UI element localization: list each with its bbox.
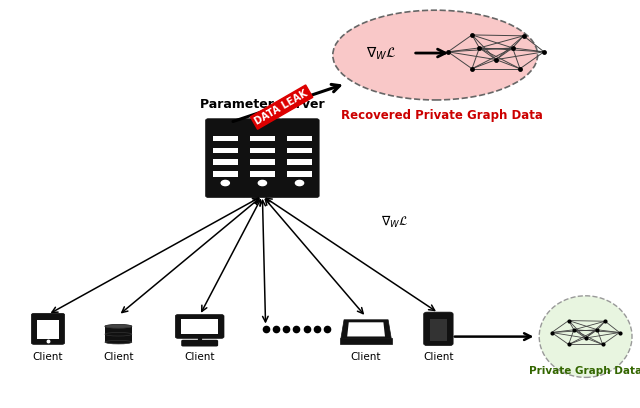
FancyBboxPatch shape [250,136,275,142]
Text: $\nabla_W\mathcal{L}$: $\nabla_W\mathcal{L}$ [365,44,396,62]
Ellipse shape [333,10,538,100]
Text: DATA LEAK: DATA LEAK [253,88,310,126]
FancyBboxPatch shape [36,320,60,339]
FancyBboxPatch shape [213,159,237,165]
FancyBboxPatch shape [340,338,392,344]
Ellipse shape [105,333,132,336]
Ellipse shape [105,340,132,344]
Circle shape [296,180,303,186]
FancyBboxPatch shape [287,136,312,142]
Text: Client: Client [423,352,454,362]
FancyBboxPatch shape [213,148,237,153]
Text: Client: Client [351,352,381,362]
Polygon shape [341,320,391,339]
Text: Client: Client [33,352,63,362]
Text: Client: Client [103,352,134,362]
FancyBboxPatch shape [287,171,312,177]
Polygon shape [347,322,385,337]
Circle shape [221,180,229,186]
FancyBboxPatch shape [287,159,312,165]
FancyBboxPatch shape [213,171,237,177]
Polygon shape [105,334,132,342]
Text: Parameter Server: Parameter Server [200,98,324,111]
Text: Private Graph Data: Private Graph Data [529,366,640,376]
FancyBboxPatch shape [175,315,224,338]
FancyBboxPatch shape [181,319,218,334]
Polygon shape [105,326,132,334]
FancyBboxPatch shape [250,148,275,153]
FancyBboxPatch shape [250,171,275,177]
FancyBboxPatch shape [250,159,275,165]
FancyBboxPatch shape [429,319,447,341]
Text: $\nabla_W\mathcal{L}$: $\nabla_W\mathcal{L}$ [381,214,408,231]
FancyBboxPatch shape [287,148,312,153]
Ellipse shape [540,296,632,377]
Circle shape [259,180,266,186]
FancyBboxPatch shape [243,119,282,197]
FancyBboxPatch shape [31,313,65,344]
Ellipse shape [105,324,132,328]
Text: Recovered Private Graph Data: Recovered Private Graph Data [340,109,543,122]
FancyBboxPatch shape [424,312,453,346]
FancyBboxPatch shape [280,119,319,197]
Text: Client: Client [184,352,215,362]
FancyBboxPatch shape [213,136,237,142]
FancyBboxPatch shape [181,340,218,346]
FancyBboxPatch shape [205,119,245,197]
Ellipse shape [105,324,132,328]
